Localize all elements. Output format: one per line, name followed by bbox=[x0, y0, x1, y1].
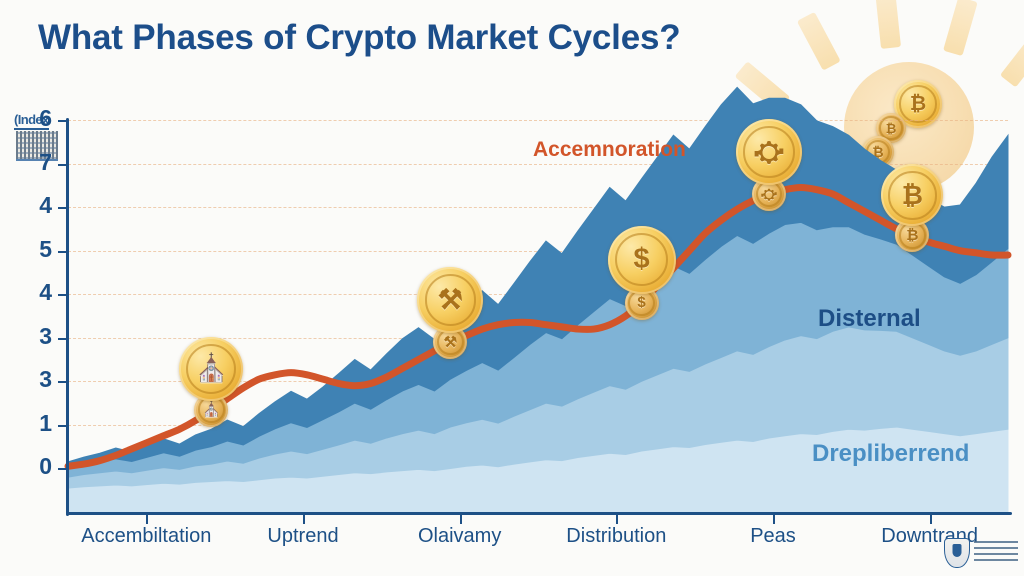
bank-coin-large-glyph: ⛪ bbox=[194, 353, 229, 384]
y-tick-0 bbox=[58, 468, 69, 471]
y-tick-6 bbox=[58, 207, 69, 210]
sun-coin-large-glyph: ₿ bbox=[909, 93, 927, 115]
trend-line-path bbox=[64, 184, 1012, 470]
x-tick-5 bbox=[929, 512, 932, 524]
gridline-7 bbox=[68, 163, 1008, 165]
x-tick-0 bbox=[146, 512, 149, 524]
y-tick-5 bbox=[58, 250, 69, 253]
x-axis-label-1: Uptrend bbox=[267, 525, 339, 547]
sun-ray-6 bbox=[999, 31, 1024, 88]
page-title: What Phases of Crypto Market Cycles? bbox=[38, 18, 681, 57]
bitcoin-coin-large-glyph: ₿ bbox=[901, 180, 923, 211]
y-tick-4 bbox=[58, 294, 69, 297]
band-upper-label: Disternal bbox=[818, 305, 921, 332]
mining-rig-coin-large-glyph: ⚒ bbox=[437, 284, 463, 316]
band-lower-label: Drepliberrend bbox=[812, 440, 970, 467]
y-tick-label-8: 6 bbox=[39, 105, 52, 131]
sun-ray-4 bbox=[875, 0, 902, 49]
bitcoin-coin-large: ₿ bbox=[881, 164, 944, 227]
dollar-coin-large: $ bbox=[607, 225, 676, 294]
y-tick-1 bbox=[58, 424, 69, 427]
y-tick-label-6: 4 bbox=[39, 192, 52, 219]
sun-ray-3 bbox=[796, 11, 841, 71]
trend-line-label: Accemnoration bbox=[533, 138, 686, 161]
x-axis-label-4: Peas bbox=[750, 525, 796, 547]
y-tick-label-4: 4 bbox=[39, 279, 52, 306]
x-tick-1 bbox=[303, 512, 305, 524]
factory-coin-large: ⛮ bbox=[736, 119, 803, 186]
y-tick-label-7: 7 bbox=[39, 148, 52, 175]
y-tick-8 bbox=[58, 120, 69, 122]
y-axis-caption: (Index bbox=[14, 112, 49, 130]
x-axis-label-2: Olaivamy bbox=[417, 525, 502, 547]
y-tick-label-2: 3 bbox=[39, 366, 52, 393]
x-axis-label-0: Accembiltation bbox=[81, 525, 212, 547]
sun-ray-5 bbox=[943, 0, 978, 57]
gridline-6 bbox=[68, 207, 1008, 209]
factory-coin-large-glyph: ⛮ bbox=[754, 136, 784, 168]
bitcoin-coin-small-glyph: ₿ bbox=[906, 226, 919, 244]
logo-watermark-text bbox=[974, 541, 1018, 561]
gridline-8 bbox=[68, 120, 1008, 121]
bank-coin-large: ⛪ bbox=[179, 336, 244, 401]
dollar-coin-large-glyph: $ bbox=[633, 243, 650, 276]
x-tick-4 bbox=[773, 512, 775, 524]
mining-rig-coin-small-glyph: ⚒ bbox=[443, 333, 458, 351]
y-tick-7 bbox=[58, 163, 69, 166]
x-axis-line bbox=[66, 512, 1012, 515]
shield-crest-icon bbox=[952, 544, 962, 557]
x-axis-label-3: Distribution bbox=[566, 525, 667, 547]
footer-logo bbox=[944, 536, 1020, 570]
shield-icon bbox=[944, 538, 970, 568]
x-tick-2 bbox=[459, 512, 462, 524]
y-axis-caption-glyph-block bbox=[16, 131, 58, 161]
dollar-coin-small-glyph: $ bbox=[637, 294, 646, 312]
bank-coin-small-glyph: ⛪ bbox=[202, 401, 221, 419]
mining-rig-coin-large: ⚒ bbox=[417, 267, 484, 334]
x-tick-3 bbox=[616, 512, 619, 524]
y-tick-label-1: 1 bbox=[39, 409, 52, 436]
y-axis-line bbox=[66, 118, 69, 516]
y-tick-label-5: 5 bbox=[39, 235, 52, 262]
y-tick-2 bbox=[58, 381, 69, 384]
y-tick-label-0: 0 bbox=[39, 453, 52, 480]
factory-coin-small-glyph: ⛮ bbox=[761, 185, 777, 203]
y-tick-3 bbox=[58, 337, 69, 340]
y-tick-label-3: 3 bbox=[39, 322, 52, 349]
